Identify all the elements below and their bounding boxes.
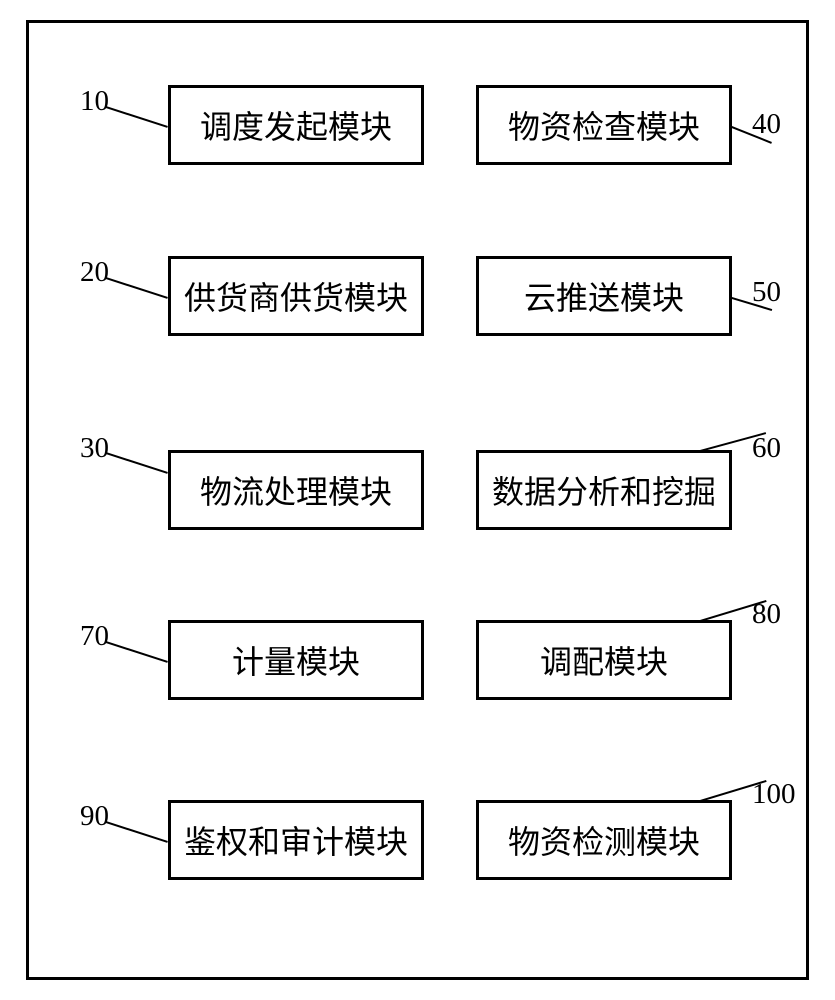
module-label: 计量模块 — [232, 637, 360, 683]
module-box-m60: 数据分析和挖掘 — [476, 450, 732, 530]
module-label: 调配模块 — [540, 637, 668, 683]
module-ref-label: 30 — [80, 432, 109, 465]
module-box-m50: 云推送模块 — [476, 256, 732, 336]
diagram-canvas: 调度发起模块10物资检查模块40供货商供货模块20云推送模块50物流处理模块30… — [0, 0, 835, 1000]
module-label: 数据分析和挖掘 — [492, 467, 716, 513]
module-ref-label: 90 — [80, 800, 109, 833]
module-ref-label: 70 — [80, 620, 109, 653]
module-box-m20: 供货商供货模块 — [168, 256, 424, 336]
module-box-m80: 调配模块 — [476, 620, 732, 700]
module-label: 物流处理模块 — [200, 467, 392, 513]
module-label: 鉴权和审计模块 — [184, 817, 408, 863]
module-box-m90: 鉴权和审计模块 — [168, 800, 424, 880]
module-ref-label: 10 — [80, 85, 109, 118]
module-box-m70: 计量模块 — [168, 620, 424, 700]
module-label: 物资检测模块 — [508, 817, 700, 863]
module-label: 物资检查模块 — [508, 102, 700, 148]
module-ref-label: 60 — [752, 432, 781, 465]
module-label: 调度发起模块 — [200, 102, 392, 148]
module-box-m100: 物资检测模块 — [476, 800, 732, 880]
module-label: 云推送模块 — [524, 273, 684, 319]
module-box-m40: 物资检查模块 — [476, 85, 732, 165]
module-box-m30: 物流处理模块 — [168, 450, 424, 530]
module-label: 供货商供货模块 — [184, 273, 408, 319]
module-ref-label: 20 — [80, 256, 109, 289]
module-box-m10: 调度发起模块 — [168, 85, 424, 165]
